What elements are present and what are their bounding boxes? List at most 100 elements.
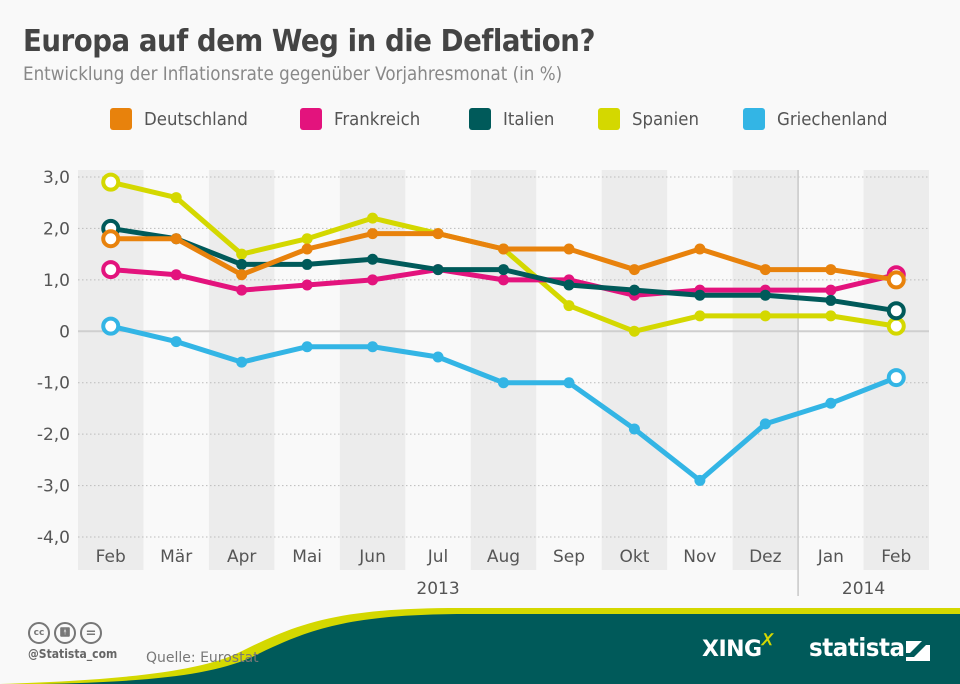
data-point bbox=[301, 258, 313, 270]
data-point bbox=[367, 341, 379, 353]
data-point bbox=[825, 310, 837, 322]
x-tick-label: Feb bbox=[96, 547, 126, 567]
year-label: 2013 bbox=[416, 579, 459, 599]
data-point-endpoint bbox=[101, 260, 121, 280]
legend-item-italien: Italien bbox=[469, 108, 559, 130]
source-note: Quelle: Eurostat bbox=[146, 650, 259, 666]
data-point-endpoint bbox=[101, 172, 121, 192]
data-point-endpoint bbox=[886, 368, 906, 388]
data-point bbox=[367, 274, 379, 286]
x-tick-label: Sep bbox=[553, 547, 585, 567]
series-griechenland bbox=[101, 316, 906, 486]
y-axis: 3,0 2,0 1,0 0 -1,0 -2,0 -3,0 -4,0 bbox=[37, 168, 70, 548]
data-point bbox=[236, 269, 248, 281]
data-point-endpoint bbox=[886, 301, 906, 321]
column-band bbox=[601, 170, 668, 570]
data-point bbox=[367, 253, 379, 265]
legend-label: Italien bbox=[503, 108, 555, 130]
data-point bbox=[825, 264, 837, 276]
data-point bbox=[170, 233, 182, 245]
legend-label: Spanien bbox=[632, 108, 699, 130]
x-tick-label: Okt bbox=[619, 547, 649, 567]
data-point bbox=[301, 279, 313, 291]
data-point bbox=[236, 258, 248, 270]
y-tick-label: -4,0 bbox=[37, 528, 70, 548]
data-point bbox=[498, 377, 509, 389]
legend-item-griechenland: Griechenland bbox=[743, 108, 897, 130]
statista-handle: @Statista_com bbox=[28, 647, 118, 661]
legend-swatch bbox=[300, 108, 322, 130]
legend-swatch bbox=[743, 108, 765, 130]
statista-logo-icon bbox=[906, 641, 930, 661]
x-tick-label: Aug bbox=[487, 547, 520, 567]
data-point bbox=[628, 325, 640, 337]
data-point bbox=[563, 243, 575, 255]
chart-subtitle: Entwicklung der Inflationsrate gegenüber… bbox=[23, 63, 563, 85]
column-band bbox=[732, 170, 799, 570]
legend-item-spanien: Spanien bbox=[598, 108, 705, 130]
x-tick-label: Apr bbox=[227, 547, 256, 567]
series-deutschland bbox=[101, 228, 906, 290]
y-tick-label: 0 bbox=[59, 322, 70, 342]
x-tick-label: Feb bbox=[881, 547, 911, 567]
data-point bbox=[498, 243, 509, 255]
x-tick-label: Mai bbox=[292, 547, 322, 567]
y-tick-label: -2,0 bbox=[37, 425, 70, 445]
x-tick-label: Jan bbox=[817, 547, 844, 567]
data-point bbox=[301, 243, 313, 255]
legend: Deutschland Frankreich Italien Spanien G… bbox=[0, 108, 960, 138]
data-point bbox=[759, 418, 771, 430]
y-tick-label: 2,0 bbox=[43, 219, 70, 239]
data-point bbox=[628, 264, 640, 276]
data-point bbox=[759, 310, 771, 322]
column-band bbox=[208, 170, 275, 570]
brand-band bbox=[0, 608, 960, 684]
x-tick-label: Dez bbox=[749, 547, 782, 567]
data-point bbox=[432, 228, 444, 240]
data-point bbox=[694, 474, 706, 486]
legend-swatch bbox=[110, 108, 132, 130]
column-bands bbox=[78, 170, 929, 570]
nd-icon: = bbox=[80, 622, 102, 644]
data-point bbox=[563, 279, 575, 291]
data-point bbox=[170, 269, 182, 281]
data-point bbox=[367, 228, 379, 240]
legend-swatch bbox=[469, 108, 491, 130]
data-point bbox=[825, 294, 837, 306]
data-point bbox=[694, 243, 706, 255]
legend-swatch bbox=[598, 108, 620, 130]
data-point bbox=[694, 289, 706, 301]
data-point bbox=[759, 289, 771, 301]
data-point bbox=[825, 284, 837, 296]
data-point bbox=[563, 377, 575, 389]
data-point bbox=[170, 336, 182, 348]
data-point bbox=[563, 300, 575, 312]
data-point bbox=[759, 264, 771, 276]
data-point-endpoint bbox=[101, 229, 121, 249]
y-tick-label: -3,0 bbox=[37, 477, 70, 497]
x-tick-label: Mär bbox=[160, 547, 192, 567]
xing-logo: XING bbox=[702, 637, 762, 662]
x-axis: Feb Mär Apr Mai Jun Jul Aug Sep Okt Nov Dez Jan Feb 2… bbox=[96, 170, 911, 599]
cc-icon: cc bbox=[28, 622, 50, 644]
column-band bbox=[470, 170, 537, 570]
data-point-endpoint bbox=[101, 316, 121, 336]
legend-item-deutschland: Deutschland bbox=[110, 108, 257, 130]
y-tick-label: 1,0 bbox=[43, 271, 70, 291]
data-point bbox=[628, 423, 640, 435]
legend-item-frankreich: Frankreich bbox=[300, 108, 428, 130]
data-point bbox=[825, 397, 837, 409]
x-tick-label: Jun bbox=[358, 547, 386, 567]
by-icon: 🚹︎ bbox=[54, 622, 76, 644]
data-point-endpoint bbox=[886, 270, 906, 290]
data-point bbox=[236, 248, 248, 260]
chart-title: Europa auf dem Weg in die Deflation? bbox=[23, 24, 596, 59]
year-label: 2014 bbox=[842, 579, 885, 599]
x-tick-label: Jul bbox=[427, 547, 449, 567]
data-point bbox=[498, 264, 509, 276]
data-point bbox=[498, 274, 509, 286]
legend-label: Frankreich bbox=[334, 108, 421, 130]
data-point bbox=[367, 212, 379, 224]
data-point bbox=[301, 233, 313, 245]
y-tick-label: -1,0 bbox=[37, 374, 70, 394]
